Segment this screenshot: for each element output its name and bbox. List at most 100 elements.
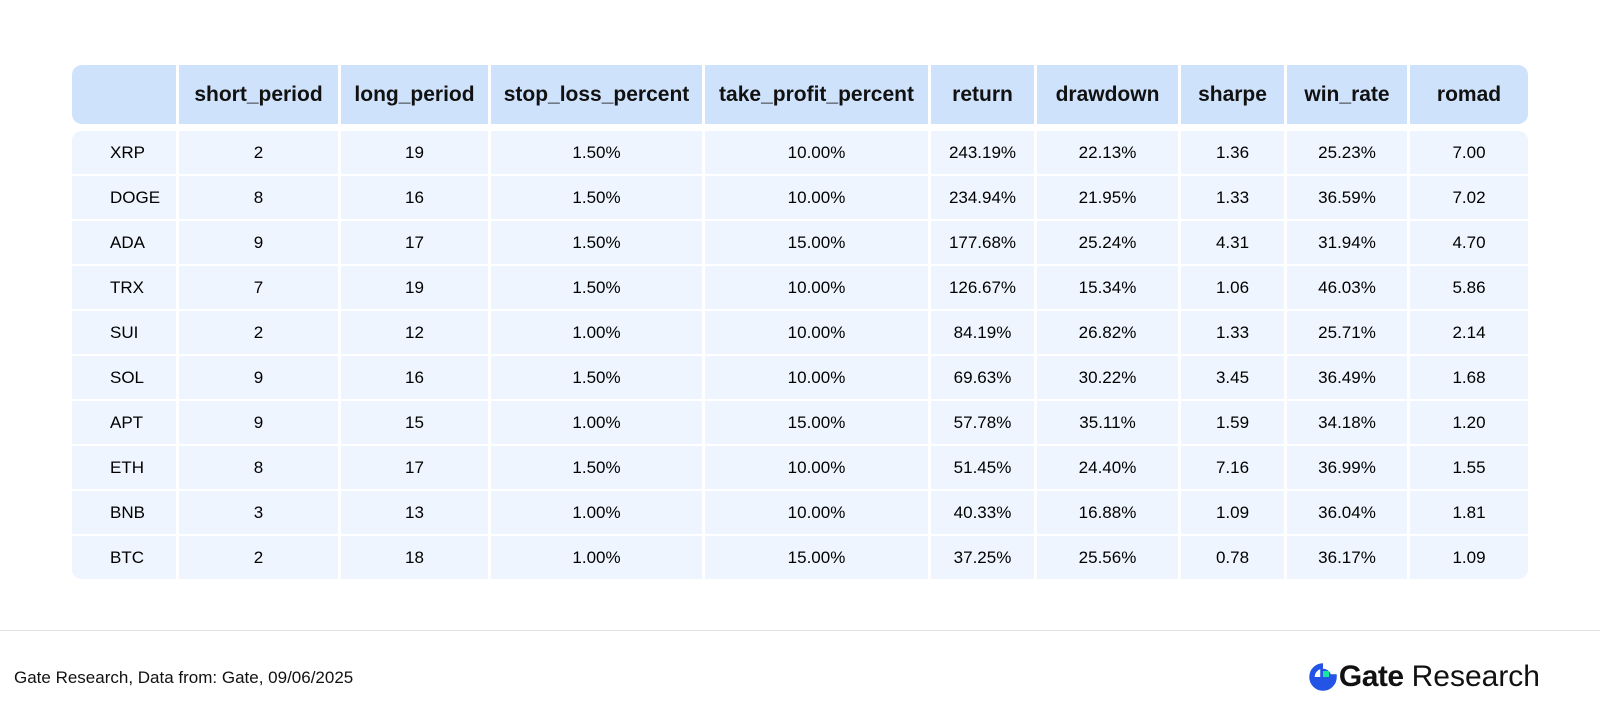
cell-romad: 5.86	[1452, 277, 1486, 297]
cell-romad: 1.68	[1452, 367, 1486, 387]
cell-short-period: 2	[179, 536, 341, 579]
cell-sharpe: 1.33	[1181, 311, 1287, 354]
cell-long-period: 18	[341, 536, 491, 579]
cell-return: 69.63%	[931, 356, 1037, 399]
cell-short-period: 9	[179, 356, 341, 399]
cell-romad: 7.00	[1452, 142, 1486, 162]
cell-asset: TRX	[72, 266, 179, 309]
cell-drawdown: 21.95%	[1037, 176, 1181, 219]
cell-sharpe: 1.59	[1181, 401, 1287, 444]
table-row: SOL 9 16 1.50% 10.00% 69.63% 30.22% 3.45 36.49% 1…	[72, 356, 1528, 401]
cell-asset: BTC	[72, 536, 179, 579]
results-table: short_period long_period stop_loss_perce…	[72, 65, 1528, 579]
cell-romad: 1.09	[1452, 547, 1486, 567]
cell-return: 234.94%	[931, 176, 1037, 219]
gate-logo-icon	[1309, 663, 1337, 691]
cell-win-rate: 36.04%	[1287, 491, 1410, 534]
table-row: XRP 2 19 1.50% 10.00% 243.19% 22.13% 1.36 25.23%…	[72, 131, 1528, 176]
cell-drawdown: 35.11%	[1037, 401, 1181, 444]
header-cell-return: return	[931, 65, 1037, 124]
logo-suffix-text: Research	[1411, 660, 1540, 693]
cell-stop-loss-percent: 1.50%	[491, 221, 705, 264]
cell-short-period: 7	[179, 266, 341, 309]
cell-win-rate: 36.59%	[1287, 176, 1410, 219]
cell-win-rate: 34.18%	[1287, 401, 1410, 444]
cell-stop-loss-percent: 1.50%	[491, 446, 705, 489]
cell-stop-loss-percent: 1.50%	[491, 356, 705, 399]
table-row: DOGE 8 16 1.50% 10.00% 234.94% 21.95% 1.33 36.59…	[72, 176, 1528, 221]
cell-asset: BNB	[72, 491, 179, 534]
header-cell-stop-loss-percent: stop_loss_percent	[491, 65, 705, 124]
cell-drawdown: 16.88%	[1037, 491, 1181, 534]
cell-sharpe: 0.78	[1181, 536, 1287, 579]
footer-divider	[0, 630, 1600, 631]
header-cell-drawdown: drawdown	[1037, 65, 1181, 124]
cell-take-profit-percent: 10.00%	[705, 311, 931, 354]
cell-asset: ETH	[72, 446, 179, 489]
table-row: BTC 2 18 1.00% 15.00% 37.25% 25.56% 0.78 36.17% 1…	[72, 536, 1528, 579]
cell-win-rate: 46.03%	[1287, 266, 1410, 309]
cell-romad: 1.20	[1452, 412, 1486, 432]
header-cell-asset	[72, 65, 179, 124]
header-cell-sharpe: sharpe	[1181, 65, 1287, 124]
cell-asset: SOL	[72, 356, 179, 399]
cell-take-profit-percent: 10.00%	[705, 446, 931, 489]
cell-short-period: 2	[179, 311, 341, 354]
cell-short-period: 9	[179, 221, 341, 264]
cell-long-period: 15	[341, 401, 491, 444]
cell-return: 40.33%	[931, 491, 1037, 534]
cell-stop-loss-percent: 1.00%	[491, 311, 705, 354]
cell-stop-loss-percent: 1.50%	[491, 266, 705, 309]
cell-win-rate: 36.49%	[1287, 356, 1410, 399]
table-row: ETH 8 17 1.50% 10.00% 51.45% 24.40% 7.16 36.99% 1…	[72, 446, 1528, 491]
cell-short-period: 9	[179, 401, 341, 444]
cell-win-rate: 31.94%	[1287, 221, 1410, 264]
cell-take-profit-percent: 15.00%	[705, 536, 931, 579]
cell-sharpe: 3.45	[1181, 356, 1287, 399]
cell-sharpe: 7.16	[1181, 446, 1287, 489]
cell-asset: XRP	[72, 131, 179, 174]
header-cell-long-period: long_period	[341, 65, 491, 124]
cell-take-profit-percent: 10.00%	[705, 266, 931, 309]
cell-drawdown: 25.56%	[1037, 536, 1181, 579]
cell-long-period: 16	[341, 356, 491, 399]
table-row: SUI 2 12 1.00% 10.00% 84.19% 26.82% 1.33 25.71% 2…	[72, 311, 1528, 356]
cell-take-profit-percent: 15.00%	[705, 221, 931, 264]
cell-win-rate: 36.99%	[1287, 446, 1410, 489]
header-cell-win-rate: win_rate	[1287, 65, 1410, 124]
table-row: ADA 9 17 1.50% 15.00% 177.68% 25.24% 4.31 31.94%…	[72, 221, 1528, 266]
cell-win-rate: 25.71%	[1287, 311, 1410, 354]
cell-return: 84.19%	[931, 311, 1037, 354]
cell-short-period: 3	[179, 491, 341, 534]
cell-sharpe: 4.31	[1181, 221, 1287, 264]
header-cell-short-period: short_period	[179, 65, 341, 124]
cell-win-rate: 36.17%	[1287, 536, 1410, 579]
cell-long-period: 16	[341, 176, 491, 219]
table-header-row: short_period long_period stop_loss_perce…	[72, 65, 1528, 124]
cell-long-period: 17	[341, 446, 491, 489]
cell-asset: DOGE	[72, 176, 179, 219]
cell-take-profit-percent: 10.00%	[705, 131, 931, 174]
cell-take-profit-percent: 10.00%	[705, 356, 931, 399]
cell-drawdown: 22.13%	[1037, 131, 1181, 174]
cell-return: 57.78%	[931, 401, 1037, 444]
cell-romad: 4.70	[1452, 232, 1486, 252]
cell-sharpe: 1.09	[1181, 491, 1287, 534]
cell-sharpe: 1.06	[1181, 266, 1287, 309]
cell-return: 51.45%	[931, 446, 1037, 489]
cell-long-period: 19	[341, 131, 491, 174]
cell-return: 126.67%	[931, 266, 1037, 309]
cell-drawdown: 25.24%	[1037, 221, 1181, 264]
table-row: TRX 7 19 1.50% 10.00% 126.67% 15.34% 1.06 46.03%…	[72, 266, 1528, 311]
cell-return: 243.19%	[931, 131, 1037, 174]
cell-stop-loss-percent: 1.50%	[491, 176, 705, 219]
cell-sharpe: 1.36	[1181, 131, 1287, 174]
cell-long-period: 12	[341, 311, 491, 354]
cell-stop-loss-percent: 1.00%	[491, 401, 705, 444]
source-caption: Gate Research, Data from: Gate, 09/06/20…	[14, 668, 354, 687]
cell-return: 177.68%	[931, 221, 1037, 264]
cell-romad: 1.81	[1452, 502, 1486, 522]
cell-return: 37.25%	[931, 536, 1037, 579]
cell-long-period: 19	[341, 266, 491, 309]
header-cell-romad: romad	[1436, 82, 1502, 106]
